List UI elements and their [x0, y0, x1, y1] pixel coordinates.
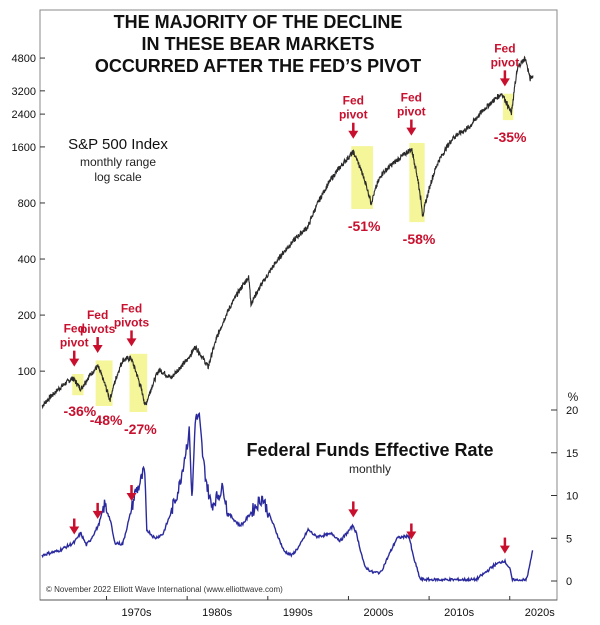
- spx-pivot-arrow-0-head: [69, 358, 80, 367]
- chart-title-line-1: THE MAJORITY OF THE DECLINE: [114, 12, 403, 32]
- spx-tick-label-1: 200: [18, 310, 36, 322]
- subtitle-line-1: monthly range: [80, 155, 156, 169]
- spx-pivot-arrow-2-head: [126, 338, 137, 347]
- decline-label-2: -27%: [124, 421, 157, 437]
- spx-tick-label-7: 4800: [12, 53, 36, 65]
- event-label-4-line-2: pivot: [397, 105, 426, 119]
- event-label-4-line-1: Fed: [401, 91, 422, 105]
- rate-pivot-arrow-4-head: [406, 531, 417, 540]
- rate-tick-label-1: 5: [566, 533, 572, 545]
- spx-tick-label-6: 3200: [12, 86, 36, 98]
- x-tick-label-1: 1980s: [202, 607, 232, 619]
- rate-pivot-arrow-0-head: [69, 526, 80, 535]
- x-tick-label-5: 2020s: [525, 607, 555, 619]
- rate-tick-label-4: 20: [566, 405, 578, 417]
- spx-tick-label-0: 100: [18, 366, 36, 378]
- spx-pivot-arrow-1-head: [92, 345, 103, 354]
- spx-pivot-arrow-5-head: [499, 78, 510, 87]
- series-label: S&P 500 Index: [68, 136, 168, 153]
- event-label-0-line-2: pivot: [60, 336, 89, 350]
- rate-series-line: [41, 411, 534, 583]
- event-label-1-line-2: pivots: [80, 322, 116, 336]
- rate-tick-label-2: 10: [566, 491, 578, 503]
- decline-label-4: -58%: [403, 231, 436, 247]
- decline-label-1: -48%: [90, 412, 123, 428]
- rate-tick-label-0: 0: [566, 576, 572, 588]
- event-label-5-line-2: pivot: [491, 55, 520, 69]
- decline-label-3: -51%: [348, 218, 381, 234]
- x-tick-label-4: 2010s: [444, 607, 474, 619]
- spx-tick-label-2: 400: [18, 254, 36, 266]
- rate-chart-subtitle: monthly: [349, 462, 391, 476]
- event-label-3-line-2: pivot: [339, 108, 368, 122]
- highlight-band-3: [351, 146, 374, 209]
- spx-pivot-arrow-3-head: [348, 130, 359, 139]
- event-label-2-line-1: Fed: [121, 301, 142, 315]
- rate-pivot-arrow-2-head: [126, 493, 137, 502]
- decline-label-5: -35%: [494, 129, 527, 145]
- event-label-1-line-1: Fed: [87, 308, 108, 322]
- spx-pivot-arrow-4-head: [406, 127, 417, 136]
- event-label-5-line-1: Fed: [494, 41, 515, 55]
- decline-label-0: -36%: [64, 403, 97, 419]
- event-label-2-line-2: pivots: [114, 315, 150, 329]
- spx-tick-label-4: 1600: [12, 142, 36, 154]
- spx-series-line: [41, 55, 534, 410]
- x-tick-label-0: 1970s: [122, 607, 152, 619]
- rate-pivot-arrow-1-head: [92, 510, 103, 519]
- chart-title-line-2: IN THESE BEAR MARKETS: [141, 34, 374, 54]
- rate-chart-title: Federal Funds Effective Rate: [246, 440, 493, 460]
- event-label-0-line-1: Fed: [64, 322, 85, 336]
- rate-tick-label-3: 15: [566, 448, 578, 460]
- rate-pivot-arrow-5-head: [499, 545, 510, 554]
- subtitle-line-2: log scale: [94, 170, 142, 184]
- copyright-note: © November 2022 Elliott Wave Internation…: [46, 585, 283, 594]
- spx-tick-label-3: 800: [18, 198, 36, 210]
- x-tick-label-3: 2000s: [363, 607, 393, 619]
- rate-axis-unit: %: [568, 390, 579, 404]
- x-tick-label-2: 1990s: [283, 607, 313, 619]
- event-label-3-line-1: Fed: [343, 94, 364, 108]
- chart-title-line-3: OCCURRED AFTER THE FED’S PIVOT: [95, 56, 421, 76]
- spx-tick-label-5: 2400: [12, 109, 36, 121]
- rate-pivot-arrow-3-head: [348, 509, 359, 518]
